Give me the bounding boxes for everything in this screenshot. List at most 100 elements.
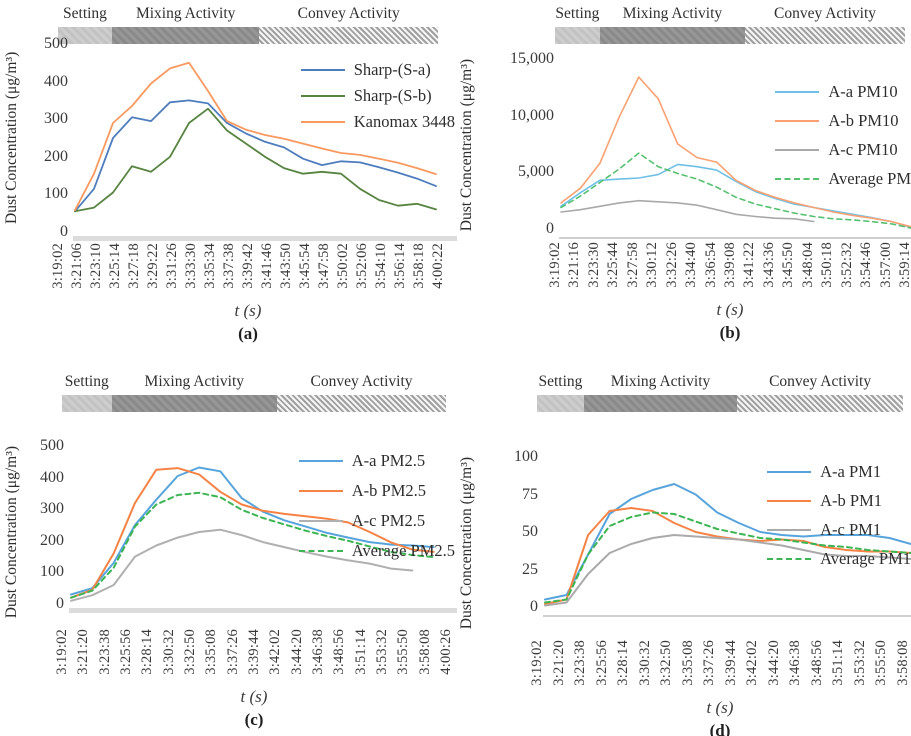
activity-bar-segment-dark [111,27,260,44]
x-axis-tick-label: 4:00:22 [430,243,446,289]
panel-caption: (a) [238,324,258,343]
x-axis-tick-label: 3:42:02 [267,629,284,675]
series-line-kanomax-3448 [74,61,437,212]
series-line-a-c-pm1 [544,534,911,607]
x-axis-tick-label: 3:48:04 [799,242,816,288]
y-axis-tick-label: 0 [546,220,554,237]
x-axis-title: t (s) [234,301,262,320]
legend-label: Kanomax 3448 [353,112,455,131]
series-line-a-c-pm10 [560,199,815,223]
y-axis-tick-label: 5,000 [518,163,554,181]
legend-label: A-c PM1 [820,519,882,539]
chart-body: Dust Concentration (μg/m³) 500 400 300 200 1… [0,35,457,241]
y-axis-tick-label: 25 [522,560,538,578]
x-axis-tick-label: 3:19:02 [54,629,70,675]
y-axis-tick-label: 500 [44,35,68,52]
x-axis-tick-label: 3:58:08 [895,640,911,686]
x-axis-tick-label: 3:25:14 [107,243,123,289]
x-axis-tick-label: 3:28:14 [139,629,156,675]
y-axis-title: Dust Concentration (μg/m³) [3,51,20,225]
activity-bar-segment-light [58,27,112,44]
activity-phase-bar [62,395,446,412]
series-lines [560,76,911,229]
activity-bar-segment-hatch [745,27,905,44]
x-axis-tick-label: 3:21:16 [566,242,583,288]
x-axis-tick-label: 3:21:06 [69,243,85,289]
x-axis-tick-label: 3:27:18 [126,243,142,289]
activity-bar-segment-hatch [737,395,903,412]
activity-bar-segment-light [62,395,112,412]
legend-line-swatch [767,557,812,560]
x-axis-tick-labels: 3:19:02 3:21:06 3:23:10 3:25:14 3:27:18 3:29:… [50,243,446,299]
activity-phase-labels: Setting Mixing Activity Convey Activity [62,373,446,391]
legend-item: Average PM2.5 [298,536,455,566]
series-line-average-pm2.5 [70,491,435,599]
x-axis-tick-label: 3:54:46 [858,242,875,288]
chart-panel-c: Setting Mixing Activity Convey Activity Du… [0,368,457,736]
series-line-a-c-pm2.5 [70,528,414,602]
legend-line-swatch [775,119,820,122]
x-axis-tick-label: 3:47:58 [316,243,332,289]
y-axis-tick-label: 500 [40,437,64,454]
x-axis-tick-label: 3:58:18 [411,243,427,289]
x-axis-tick-label: 3:25:56 [593,640,610,686]
x-axis-tick-label: 3:27:58 [624,242,641,288]
x-axis-tick-label: 3:46:38 [310,629,326,675]
activity-bar-segment-dark [111,395,278,412]
chart-body: Dust Concentration (μg/m³) 100 75 50 25 0 A-… [455,448,911,629]
x-axis-line [73,236,457,241]
activity-phase-labels: Setting Mixing Activity Convey Activity [537,373,903,391]
y-axis-tick-labels: 500 400 300 200 100 0 [24,437,71,618]
chart-panel-d: Setting Mixing Activity Convey Activity Du… [455,368,911,736]
activity-phase-label: Mixing Activity [144,373,245,390]
legend-label: Average PM [828,168,911,188]
legend-line-swatch [298,490,343,492]
legend-line-swatch [767,528,812,531]
x-axis-tick-label: 3:25:56 [118,629,134,675]
x-axis-tick-labels: 3:19:02 3:21:20 3:23:38 3:25:56 3:28:14 3:30:… [529,640,911,696]
x-axis-tick-label: 3:23:38 [572,640,589,686]
legend-line-swatch [298,520,343,522]
activity-phase-label: Setting [555,5,600,22]
y-axis-tick-label: 0 [60,223,68,240]
activity-phase-bar [58,27,438,44]
x-axis-tick-label: 3:29:22 [145,243,161,289]
plot-area: A-a PM10 A-b PM10 A-c PM10 Average PM [559,59,911,239]
y-axis-tick-label: 50 [522,523,538,540]
series-lines [70,466,435,602]
x-axis-tick-label: 3:57:00 [877,242,894,288]
activity-bar-segment-dark [583,395,738,412]
legend-item: A-a PM2.5 [298,446,425,476]
legend-item: A-b PM10 [775,106,899,135]
x-axis-tick-label: 3:30:32 [636,640,653,686]
legend-line-swatch [767,470,812,473]
legend: Sharp-(S-a) Sharp-(S-b) Kanomax 3448 [300,57,455,135]
activity-phase-label: Setting [538,373,583,390]
series-line-a-b-pm10 [560,76,911,228]
x-axis-tick-label: 3:41:46 [259,243,275,289]
y-axis-tick-label: 100 [44,185,68,203]
x-axis-tick-label: 3:35:08 [203,629,220,675]
x-axis-tick-label: 3:56:14 [392,243,408,289]
legend-item: Average PM [775,164,911,193]
y-axis-tick-label: 200 [44,147,68,165]
activity-bar-segment-hatch [277,395,446,412]
y-axis-tick-labels: 100 75 50 25 0 [479,448,545,629]
activity-phase-bar [555,27,905,44]
y-axis-tick-labels: 500 400 300 200 100 0 [24,35,75,240]
legend-item: A-c PM2.5 [298,506,425,536]
activity-phase-label: Convey Activity [310,373,413,390]
x-axis-line [559,237,911,239]
x-axis-tick-label: 3:44:20 [765,640,782,686]
x-axis-title: t (s) [716,300,744,320]
x-axis-tick-label: 3:46:38 [787,640,804,686]
y-axis-tick-label: 200 [40,531,64,549]
x-axis-tick-label: 3:36:54 [702,242,719,288]
legend-line-swatch [300,95,345,97]
x-axis-tick-label: 3:53:32 [851,640,868,686]
chart-body: Dust Concentration (μg/m³) 15,000 10,000 5… [455,50,911,239]
x-axis-line [543,615,911,617]
legend-label: A-a PM10 [828,81,898,101]
x-axis-tick-label: 3:28:14 [615,640,632,686]
